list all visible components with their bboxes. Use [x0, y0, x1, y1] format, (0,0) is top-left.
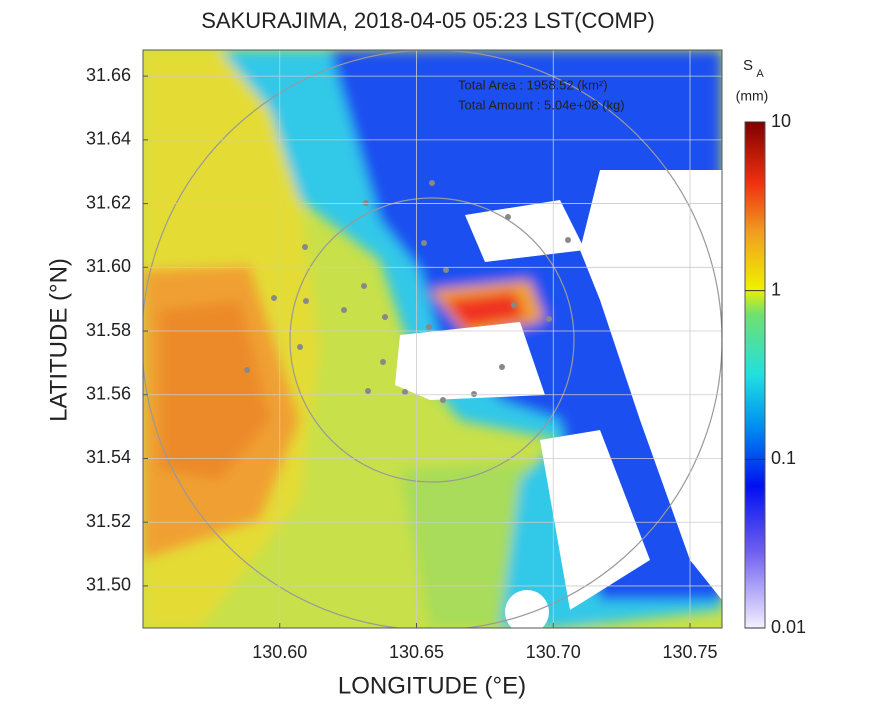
y-tick-label: 31.50 [86, 575, 131, 595]
colorbar-label: S [743, 57, 753, 74]
x-axis-label: LONGITUDE (°E) [338, 672, 526, 699]
x-tick-label: 130.65 [389, 642, 444, 662]
annotation: Total Area : 1958.52 (km²) [458, 77, 608, 92]
x-tick-label: 130.70 [526, 642, 581, 662]
colorbar-tick-label: 1 [771, 279, 781, 299]
colorbar-units: (mm) [736, 88, 769, 104]
x-tick-label: 130.60 [252, 642, 307, 662]
colorbar-label-subscript: A [756, 68, 764, 80]
y-tick-label: 31.52 [86, 511, 131, 531]
y-tick-label: 31.64 [86, 129, 131, 149]
x-tick-label: 130.75 [662, 642, 717, 662]
y-tick-label: 31.58 [86, 320, 131, 340]
y-axis-label: LATITUDE (°N) [45, 258, 72, 422]
chart-title: SAKURAJIMA, 2018-04-05 05:23 LST(COMP) [201, 8, 655, 33]
y-tick-label: 31.62 [86, 192, 131, 212]
colorbar-tick-label: 0.1 [771, 448, 796, 468]
plot-frame [142, 49, 723, 629]
annotation: Total Amount : 5.04e+08 (kg) [458, 97, 625, 112]
y-tick-label: 31.54 [86, 447, 131, 467]
colorbar-tick-label: 10 [771, 111, 791, 131]
y-tick-label: 31.66 [86, 65, 131, 85]
colorbar [744, 121, 766, 629]
colorbar-tick-label: 0.01 [771, 617, 806, 637]
y-tick-label: 31.56 [86, 384, 131, 404]
radar-field [143, 50, 722, 628]
y-tick-label: 31.60 [86, 256, 131, 276]
